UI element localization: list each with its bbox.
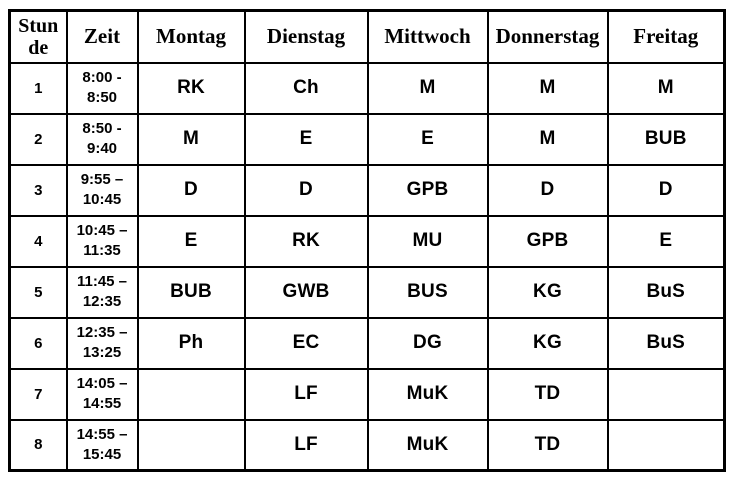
- subject-cell: M: [136, 112, 246, 166]
- header-montag: Montag: [136, 9, 246, 64]
- table-row: 5 11:45 – 12:35 BUB GWB BUS KG BuS: [8, 265, 726, 319]
- subject-cell: D: [243, 163, 369, 217]
- stunde-cell: 2: [8, 112, 68, 166]
- subject-cell: [606, 367, 726, 421]
- subject-cell: TD: [486, 367, 609, 421]
- subject-cell: BUS: [366, 265, 489, 319]
- timetable: Stunde Zeit Montag Dienstag Mittwoch Don…: [8, 9, 726, 472]
- header-stunde: Stunde: [8, 9, 68, 64]
- table-row: 7 14:05 – 14:55 LF MuK TD: [8, 367, 726, 421]
- subject-cell: GPB: [366, 163, 489, 217]
- header-dienstag: Dienstag: [243, 9, 369, 64]
- header-row: Stunde Zeit Montag Dienstag Mittwoch Don…: [8, 9, 726, 64]
- zeit-cell: 10:45 – 11:35: [65, 214, 139, 268]
- subject-cell: E: [606, 214, 726, 268]
- zeit-cell: 11:45 – 12:35: [65, 265, 139, 319]
- subject-cell: [136, 367, 246, 421]
- subject-cell: Ch: [243, 61, 369, 115]
- stunde-cell: 8: [8, 418, 68, 472]
- subject-cell: KG: [486, 265, 609, 319]
- subject-cell: RK: [136, 61, 246, 115]
- table-row: 3 9:55 – 10:45 D D GPB D D: [8, 163, 726, 217]
- header-mittwoch: Mittwoch: [366, 9, 489, 64]
- subject-cell: TD: [486, 418, 609, 472]
- zeit-cell: 14:05 – 14:55: [65, 367, 139, 421]
- header-freitag: Freitag: [606, 9, 726, 64]
- stunde-cell: 5: [8, 265, 68, 319]
- subject-cell: M: [606, 61, 726, 115]
- zeit-cell: 8:00 - 8:50: [65, 61, 139, 115]
- table-row: 6 12:35 – 13:25 Ph EC DG KG BuS: [8, 316, 726, 370]
- subject-cell: BuS: [606, 316, 726, 370]
- subject-cell: Ph: [136, 316, 246, 370]
- subject-cell: M: [486, 61, 609, 115]
- subject-cell: [606, 418, 726, 472]
- subject-cell: MuK: [366, 367, 489, 421]
- subject-cell: M: [486, 112, 609, 166]
- subject-cell: MU: [366, 214, 489, 268]
- zeit-cell: 14:55 – 15:45: [65, 418, 139, 472]
- header-donnerstag: Donnerstag: [486, 9, 609, 64]
- stunde-cell: 7: [8, 367, 68, 421]
- subject-cell: M: [366, 61, 489, 115]
- subject-cell: BuS: [606, 265, 726, 319]
- stunde-cell: 4: [8, 214, 68, 268]
- zeit-cell: 8:50 - 9:40: [65, 112, 139, 166]
- subject-cell: D: [606, 163, 726, 217]
- subject-cell: [136, 418, 246, 472]
- header-zeit: Zeit: [65, 9, 139, 64]
- zeit-cell: 9:55 – 10:45: [65, 163, 139, 217]
- subject-cell: KG: [486, 316, 609, 370]
- subject-cell: E: [366, 112, 489, 166]
- subject-cell: BUB: [606, 112, 726, 166]
- table-row: 4 10:45 – 11:35 E RK MU GPB E: [8, 214, 726, 268]
- subject-cell: RK: [243, 214, 369, 268]
- stunde-cell: 1: [8, 61, 68, 115]
- table-row: 2 8:50 - 9:40 M E E M BUB: [8, 112, 726, 166]
- page: Stunde Zeit Montag Dienstag Mittwoch Don…: [8, 9, 726, 472]
- subject-cell: E: [243, 112, 369, 166]
- stunde-cell: 6: [8, 316, 68, 370]
- subject-cell: MuK: [366, 418, 489, 472]
- subject-cell: EC: [243, 316, 369, 370]
- subject-cell: GWB: [243, 265, 369, 319]
- table-row: 1 8:00 - 8:50 RK Ch M M M: [8, 61, 726, 115]
- subject-cell: DG: [366, 316, 489, 370]
- subject-cell: E: [136, 214, 246, 268]
- table-row: 8 14:55 – 15:45 LF MuK TD: [8, 418, 726, 472]
- subject-cell: LF: [243, 367, 369, 421]
- subject-cell: GPB: [486, 214, 609, 268]
- subject-cell: D: [136, 163, 246, 217]
- subject-cell: D: [486, 163, 609, 217]
- stunde-cell: 3: [8, 163, 68, 217]
- subject-cell: BUB: [136, 265, 246, 319]
- subject-cell: LF: [243, 418, 369, 472]
- zeit-cell: 12:35 – 13:25: [65, 316, 139, 370]
